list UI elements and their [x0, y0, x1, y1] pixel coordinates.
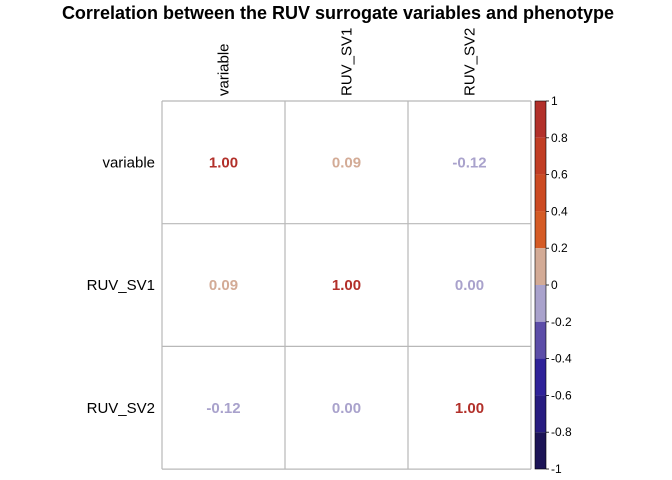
heatmap-cells: 1.00 0.09 -0.12 0.09 1.00 0.00 -0.12 0.00 1.00 — [206, 154, 486, 416]
cell-value-label: 0.09 — [209, 277, 238, 294]
colorbar-band — [535, 432, 546, 469]
cell-value-label: 0.00 — [455, 277, 484, 294]
cell-value-label: -0.12 — [452, 154, 486, 171]
colorbar-tick-label: -0.6 — [551, 388, 572, 402]
column-label: RUV_SV2 — [462, 28, 479, 96]
colorbar-band — [535, 137, 546, 175]
row-label: RUV_SV2 — [87, 400, 155, 417]
colorbar-tick-label: 1 — [551, 94, 558, 108]
row-label: variable — [102, 154, 155, 171]
cell-value-label: 0.00 — [332, 400, 361, 417]
colorbar-band — [535, 321, 546, 359]
colorbar-tick-label: 0.4 — [551, 204, 568, 218]
colorbar-tick-label: -1 — [551, 462, 562, 476]
cell-value-label: 0.09 — [332, 154, 361, 171]
cell-value-label: 1.00 — [209, 154, 238, 171]
column-labels: variable RUV_SV1 RUV_SV2 — [216, 28, 479, 96]
cell-value-label: 1.00 — [332, 277, 361, 294]
heatmap-grid — [161, 100, 532, 470]
colorbar-tick-label: 0.2 — [551, 241, 568, 255]
colorbar-tick-label: 0 — [551, 278, 558, 292]
colorbar-band — [535, 101, 546, 138]
colorbar-band — [535, 248, 546, 285]
colorbar-tick-label: 0.8 — [551, 131, 568, 145]
chart-title: Correlation between the RUV surrogate va… — [62, 3, 614, 23]
column-label: variable — [216, 43, 233, 96]
cell-value-label: 1.00 — [455, 400, 484, 417]
colorbar-tick-label: -0.8 — [551, 425, 572, 439]
colorbar-band — [535, 211, 546, 249]
colorbar-band — [535, 285, 546, 322]
colorbar-tick-label: -0.2 — [551, 315, 572, 329]
column-label: RUV_SV1 — [339, 28, 356, 96]
colorbar: 1 0.8 0.6 0.4 0.2 0 -0.2 -0.4 -0.6 -0.8 -1 — [534, 94, 572, 476]
colorbar-band — [535, 358, 546, 396]
cell-value-label: -0.12 — [206, 400, 240, 417]
colorbar-band — [535, 395, 546, 433]
row-label: RUV_SV1 — [87, 277, 155, 294]
row-labels: variable RUV_SV1 RUV_SV2 — [87, 154, 155, 416]
colorbar-tick-label: -0.4 — [551, 352, 572, 366]
colorbar-band — [535, 174, 546, 212]
colorbar-tick-label: 0.6 — [551, 168, 568, 182]
